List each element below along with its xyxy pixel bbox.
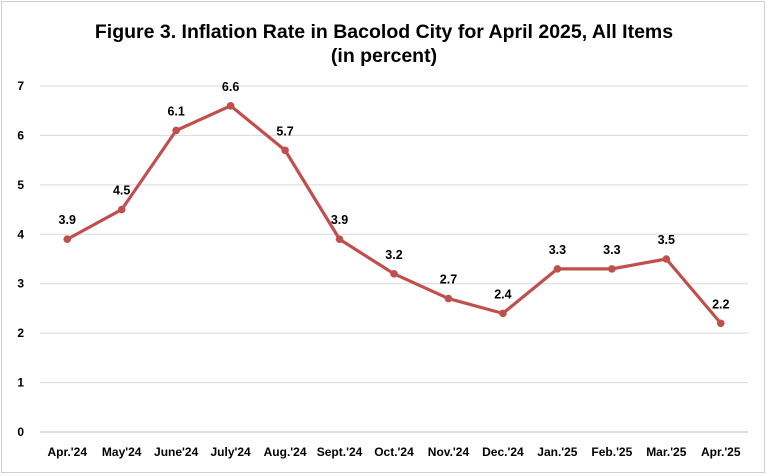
x-tick-label: Nov.'24 (428, 445, 470, 459)
y-tick-label: 2 (17, 326, 24, 340)
data-point (608, 265, 616, 273)
chart-title: Figure 3. Inflation Rate in Bacolod City… (94, 21, 674, 43)
data-label: 6.6 (222, 80, 239, 94)
data-label: 3.9 (59, 213, 76, 227)
data-label: 4.5 (113, 184, 130, 198)
x-tick-label: May'24 (102, 445, 142, 459)
y-tick-label: 6 (17, 128, 24, 142)
x-tick-label: Dec.'24 (482, 445, 524, 459)
y-tick-label: 5 (17, 178, 24, 192)
data-point (117, 205, 126, 214)
data-label: 3.5 (658, 233, 675, 247)
y-tick-label: 4 (17, 227, 24, 241)
series-line (65, 104, 723, 325)
data-point (281, 146, 289, 155)
data-point (662, 255, 671, 263)
data-label: 3.2 (385, 248, 402, 262)
x-tick-label: Sept.'24 (317, 445, 363, 459)
data-point (226, 101, 235, 110)
chart-subtitle: (in percent) (330, 45, 438, 67)
series-inflation (63, 101, 725, 328)
data-label: 2.4 (494, 287, 511, 301)
data-label: 3.9 (331, 213, 348, 227)
data-label: 2.2 (712, 297, 729, 311)
y-tick-label: 0 (17, 425, 24, 439)
x-tick-label: June'24 (154, 445, 199, 459)
data-point (172, 126, 180, 135)
x-tick-label: Apr.'24 (47, 445, 87, 459)
x-tick-label: Jan.'25 (537, 445, 578, 459)
x-tick-label: Mar.'25 (646, 445, 687, 459)
data-point (335, 235, 344, 244)
x-axis: Apr.'24 May'24 June'24 July'24 Aug.'24 Sept.'… (47, 445, 740, 459)
x-tick-label: Apr.'25 (701, 445, 741, 459)
data-label: 6.1 (167, 104, 184, 118)
y-tick-label: 3 (17, 277, 24, 291)
x-tick-label: Oct.'24 (374, 445, 414, 459)
data-point (63, 235, 72, 244)
y-tick-label: 7 (17, 79, 24, 93)
data-point (553, 265, 562, 273)
x-tick-label: July'24 (211, 445, 252, 459)
x-tick-label: Aug.'24 (264, 445, 307, 459)
data-label: 5.7 (276, 124, 293, 138)
data-point (390, 270, 398, 278)
data-point (716, 319, 725, 328)
gridlines (40, 85, 748, 433)
y-tick-label: 1 (17, 376, 24, 390)
y-axis: 0 1 2 3 4 5 6 7 (17, 79, 24, 439)
data-point (499, 309, 507, 318)
data-labels: 3.9 4.5 6.1 6.6 5.7 3.9 3.2 2.7 2.4 3.3 3.3 3.5 2.2 (59, 80, 730, 311)
data-label: 3.3 (603, 243, 620, 257)
data-label: 3.3 (549, 243, 566, 257)
x-tick-label: Feb.'25 (591, 445, 632, 459)
data-label: 2.7 (440, 273, 457, 287)
data-point (444, 294, 453, 303)
